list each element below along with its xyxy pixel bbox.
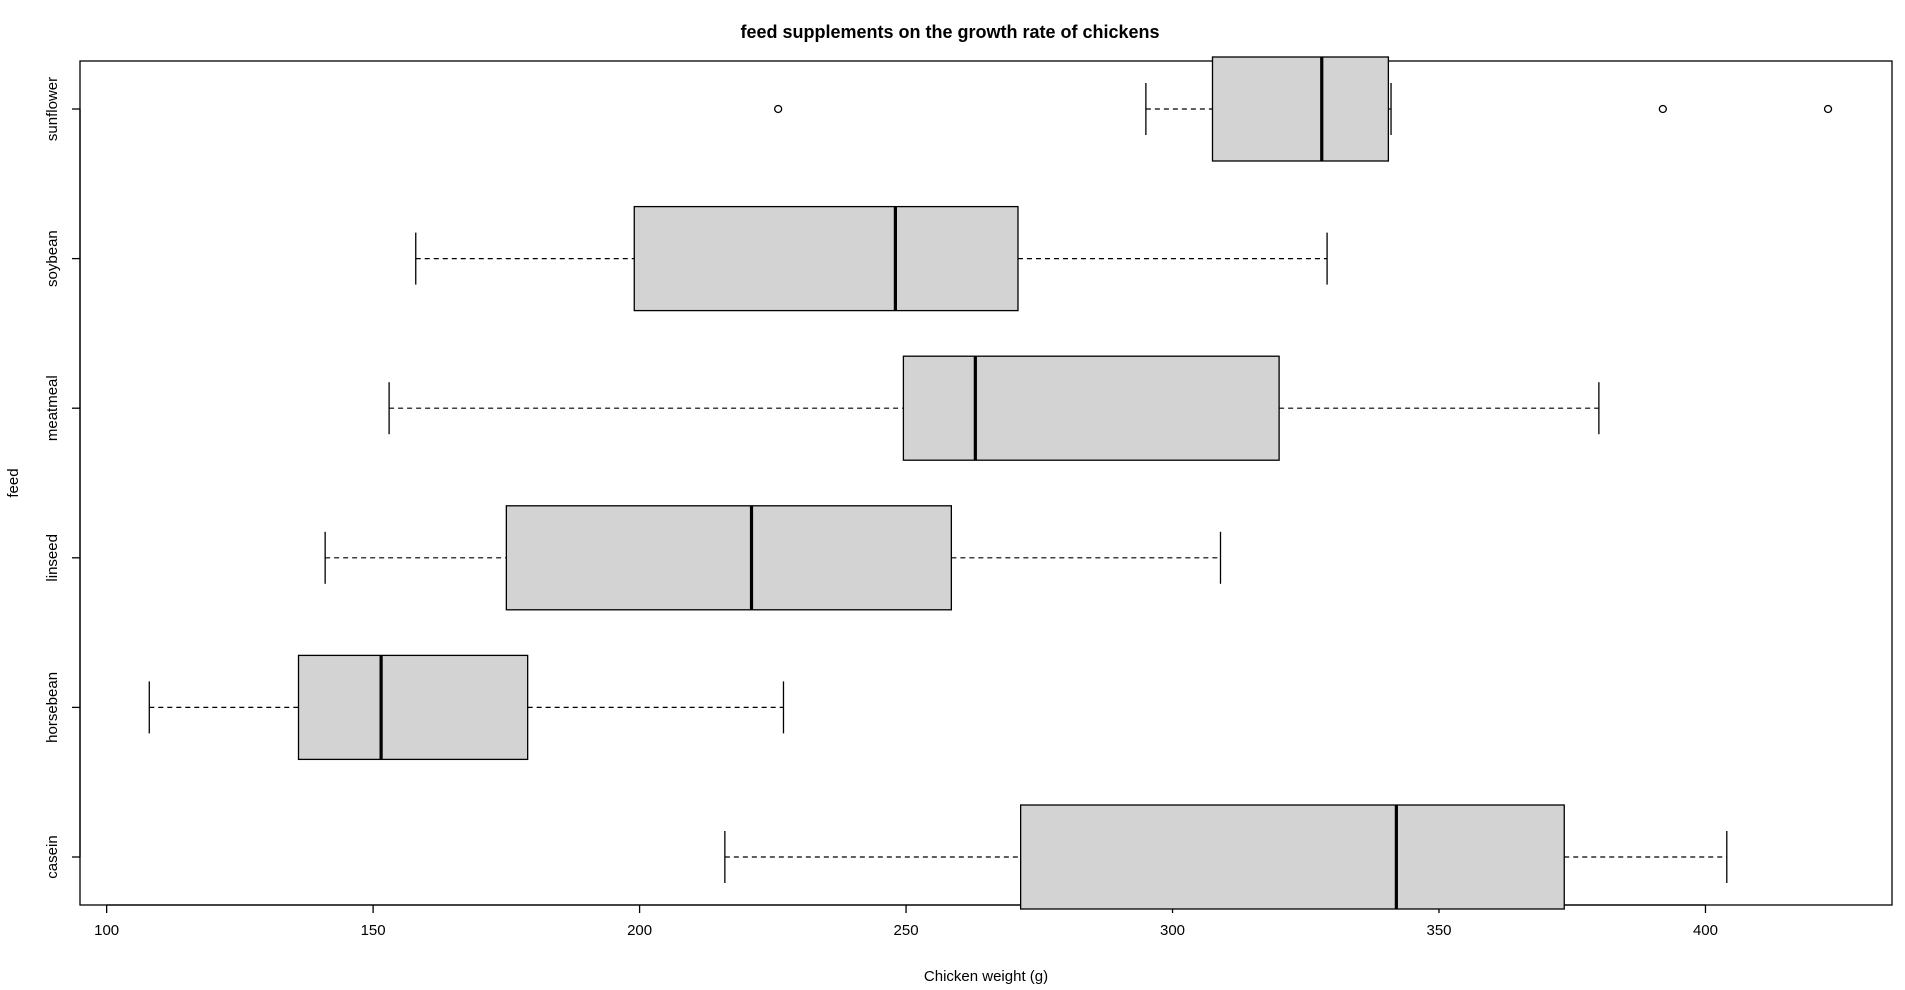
box-meatmeal [388,355,1600,461]
x-tick-label: 300 [1160,922,1185,939]
x-tick-label: 250 [894,922,919,939]
box-soybean [415,205,1328,312]
box-linseed [324,505,1222,611]
x-tick-label: 350 [1426,922,1451,939]
iqr-box [297,654,529,761]
y-tick-label-casein: casein [44,835,61,878]
plot-frame [79,60,1893,906]
outlier-point [774,104,783,114]
iqr-box [1211,56,1390,162]
y-axis-label: feed [5,468,22,497]
y-tick-label-horsebean: horsebean [44,672,61,743]
x-tick-label: 100 [94,922,119,939]
x-tick-label: 400 [1693,922,1718,939]
y-tick-label-soybean: soybean [44,230,61,287]
y-tick-label-linseed: linseed [44,534,61,582]
iqr-box [505,505,953,611]
chart-title: feed supplements on the growth rate of c… [740,22,1159,42]
outlier-point [1658,104,1667,114]
x-tick-label: 200 [627,922,652,939]
box-horsebean [148,654,785,761]
x-tick-label: 150 [361,922,386,939]
box-sunflower [774,56,1833,162]
y-axis: casein horsebean linseed meatmeal soybean sun… [44,77,81,879]
iqr-box [1019,804,1565,910]
iqr-box [633,205,1019,312]
box-casein [724,804,1728,910]
iqr-box [902,355,1280,461]
x-axis: 100 150 200 250 300 350 400 [94,904,1718,939]
y-tick-label-sunflower: sunflower [44,77,61,141]
x-axis-label: Chicken weight (g) [924,968,1048,985]
box-group [148,56,1833,910]
y-tick-label-meatmeal: meatmeal [44,375,61,441]
outlier-point [1823,104,1833,114]
